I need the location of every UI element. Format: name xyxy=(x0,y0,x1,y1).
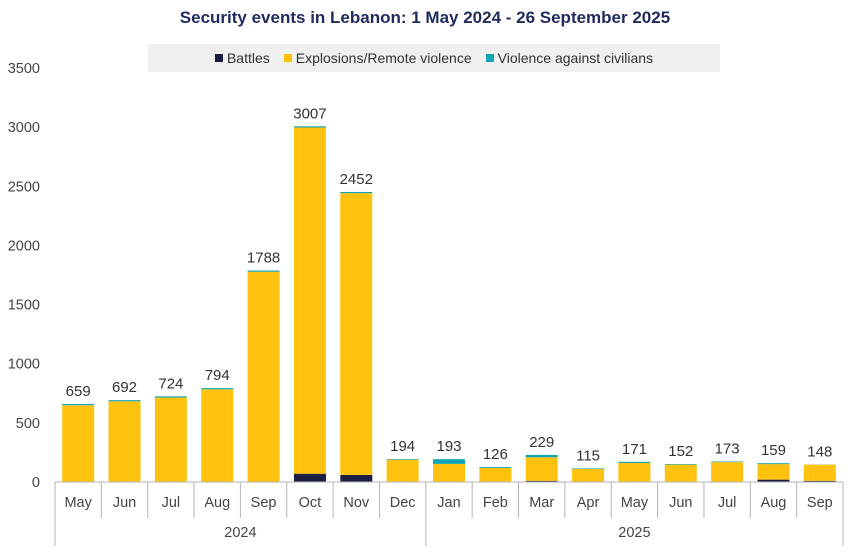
x-tick-label: Mar xyxy=(529,495,554,511)
legend-swatch-explosions xyxy=(283,54,292,62)
bar-segment-violence-against-civilians xyxy=(618,461,651,463)
x-tick-label: Apr xyxy=(577,495,600,511)
x-tick-label: Nov xyxy=(343,495,370,511)
x-tick-label: Jun xyxy=(113,495,136,511)
bar-segment-violence-against-civilians xyxy=(340,191,373,194)
bar-segment-explosions-remote-violence xyxy=(711,462,744,482)
bar-segment-explosions-remote-violence xyxy=(247,271,280,482)
x-tick-label: Jun xyxy=(669,495,692,511)
bar-segment-explosions-remote-violence xyxy=(108,401,141,482)
x-tick-label: Aug xyxy=(204,495,230,511)
bar-segment-battles xyxy=(525,480,558,482)
bar-segment-explosions-remote-violence xyxy=(340,193,373,475)
y-tick-label: 1500 xyxy=(8,298,40,314)
chart-title: Security events in Lebanon: 1 May 2024 -… xyxy=(179,8,671,27)
bar-segment-battles xyxy=(340,474,373,482)
x-tick-label: Jan xyxy=(437,495,460,511)
bar-segment-battles xyxy=(293,473,326,482)
data-label: 659 xyxy=(66,383,91,400)
bar-segment-explosions-remote-violence xyxy=(572,468,605,482)
data-label: 724 xyxy=(158,375,183,392)
bar-segment-violence-against-civilians xyxy=(201,388,234,390)
x-tick-label: Sep xyxy=(807,495,833,511)
y-tick-label: 500 xyxy=(16,416,40,432)
bar-segment-violence-against-civilians xyxy=(293,126,326,128)
bar-segment-violence-against-civilians xyxy=(525,454,558,458)
legend-label-explosions: Explosions/Remote violence xyxy=(295,50,472,66)
legend-swatch-battles xyxy=(214,54,223,62)
x-tick-label: Feb xyxy=(483,495,508,511)
legend-item-battles: Battles xyxy=(214,50,270,66)
data-label: 126 xyxy=(483,446,508,463)
bar-segment-violence-against-civilians xyxy=(664,464,697,465)
data-label: 152 xyxy=(668,443,693,460)
bar-segment-explosions-remote-violence xyxy=(525,457,558,481)
bar-segment-violence-against-civilians xyxy=(386,459,419,460)
group-label: 2024 xyxy=(224,525,256,541)
bar-segment-violence-against-civilians xyxy=(711,461,744,463)
data-label: 148 xyxy=(807,443,832,460)
data-label: 229 xyxy=(529,434,554,451)
data-label: 159 xyxy=(761,442,786,459)
y-tick-label: 2500 xyxy=(8,179,40,195)
bar-segment-violence-against-civilians xyxy=(433,459,465,464)
bar-segment-explosions-remote-violence xyxy=(386,459,419,482)
bar-segment-battles xyxy=(803,480,836,482)
data-label: 193 xyxy=(436,438,461,455)
legend-item-civilians: Violence against civilians xyxy=(485,50,654,66)
x-tick-label: Dec xyxy=(390,495,416,511)
bar-segment-explosions-remote-violence xyxy=(803,464,836,481)
x-tick-label: Oct xyxy=(299,495,322,511)
y-tick-label: 0 xyxy=(32,475,40,491)
bar-segment-explosions-remote-violence xyxy=(62,405,95,482)
bar-segment-violence-against-civilians xyxy=(247,270,280,272)
bar-segment-explosions-remote-violence xyxy=(154,397,187,482)
bar-segment-explosions-remote-violence xyxy=(433,463,465,482)
bar-segment-violence-against-civilians xyxy=(572,468,605,469)
legend-item-explosions: Explosions/Remote violence xyxy=(283,50,472,66)
data-label: 194 xyxy=(390,438,415,455)
data-label: 794 xyxy=(205,367,230,384)
data-label: 692 xyxy=(112,379,137,396)
x-tick-label: Jul xyxy=(718,495,737,511)
bar-segment-explosions-remote-violence xyxy=(479,468,512,482)
bar-segment-explosions-remote-violence xyxy=(293,127,326,474)
x-tick-label: Sep xyxy=(251,495,277,511)
bar-segment-explosions-remote-violence xyxy=(664,464,697,482)
data-label: 1788 xyxy=(247,250,280,267)
data-label: 171 xyxy=(622,441,647,458)
x-tick-label: May xyxy=(64,495,92,511)
data-label: 115 xyxy=(576,447,600,464)
bar-segment-explosions-remote-violence xyxy=(757,464,790,480)
legend-label-civilians: Violence against civilians xyxy=(497,50,654,66)
data-label: 3007 xyxy=(293,105,326,122)
x-tick-label: Aug xyxy=(761,495,787,511)
bar-segment-explosions-remote-violence xyxy=(618,462,651,482)
bar-segment-violence-against-civilians xyxy=(479,467,512,469)
data-label: 173 xyxy=(715,441,740,458)
bar-segment-explosions-remote-violence xyxy=(201,389,234,482)
bar-segment-violence-against-civilians xyxy=(62,404,95,406)
y-tick-label: 1000 xyxy=(8,357,40,373)
x-tick-label: Jul xyxy=(162,495,181,511)
bar-segment-battles xyxy=(757,479,790,482)
x-tick-label: May xyxy=(621,495,649,511)
y-tick-label: 2000 xyxy=(8,238,40,254)
y-tick-label: 3500 xyxy=(8,61,40,77)
bar-segment-violence-against-civilians xyxy=(108,400,141,402)
legend-label-battles: Battles xyxy=(226,50,270,66)
bar-segment-violence-against-civilians xyxy=(757,463,790,465)
data-label: 2452 xyxy=(340,171,373,188)
legend: Battles Explosions/Remote violence Viole… xyxy=(148,44,720,72)
y-tick-label: 3000 xyxy=(8,120,40,136)
bar-segment-violence-against-civilians xyxy=(154,396,187,398)
group-label: 2025 xyxy=(618,525,650,541)
legend-swatch-civilians xyxy=(485,54,494,62)
